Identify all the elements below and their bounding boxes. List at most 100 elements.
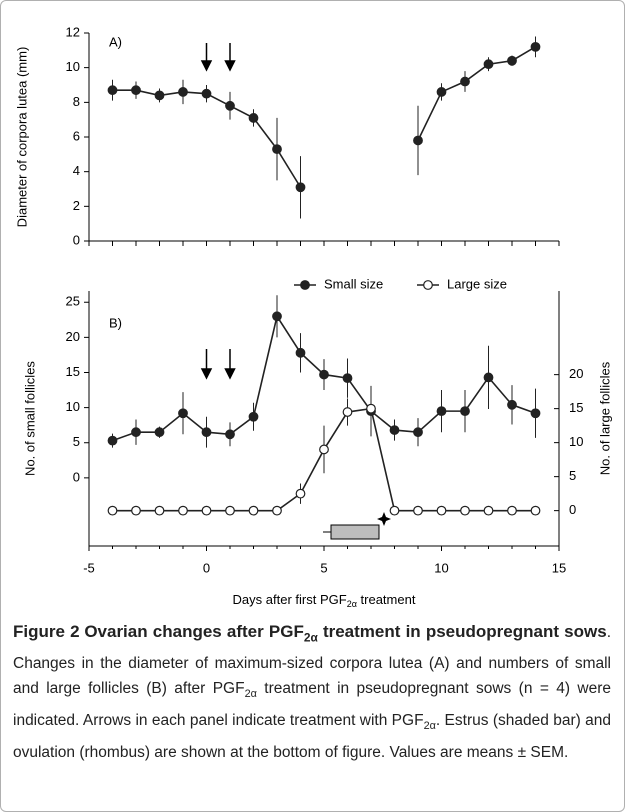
data-point [507,55,517,66]
data-point [248,505,259,516]
data-point [225,505,235,516]
y-tick-label: 15 [66,364,80,379]
data-point [295,182,306,193]
caption: Figure 2 Ovarian changes after PGF2α tre… [13,619,611,765]
y2-tick-label: 5 [569,468,576,483]
data-point [366,403,376,414]
series-line [112,46,536,188]
caption-title-part: treatment in pseudopregnant sows [317,622,607,641]
data-point [530,41,541,52]
data-point [107,505,118,516]
data-point [272,311,282,322]
panel-label: A) [109,34,122,49]
chart: Days after first PGF2α treatment 0 2 4 6 8 10… [14,24,612,609]
caption-title-part: Ovarian changes after PGF [84,622,304,641]
data-point [342,373,353,384]
data-point [413,427,423,438]
legend-label: Small size [324,276,383,291]
data-point [178,87,188,97]
data-point [436,87,447,97]
caption-sub: 2α [303,630,318,645]
y-tick-label: 12 [66,24,80,39]
data-point [389,505,400,516]
data-point [201,505,212,516]
caption-text: . Estrus (shaded bar) and ovulation (rho… [13,711,611,761]
y-tick-label: 10 [66,399,80,414]
data-point [483,59,494,70]
data-point [178,505,188,516]
data-point [507,399,517,410]
data-point [483,505,494,516]
x-tick-label: 5 [320,560,327,575]
data-point [460,76,470,87]
data-point [225,429,235,440]
data-point [272,505,282,516]
data-point [225,100,235,111]
data-point [154,505,165,516]
data-point [413,135,423,146]
y-axis-title: No. of small follicles [22,361,37,476]
y2-tick-label: 0 [569,502,576,517]
y-tick-label: 0 [73,232,80,247]
x-tick-label: 15 [552,560,566,575]
legend-marker [300,280,310,290]
data-point [248,113,259,123]
x-axis-title-sub: 2α [347,599,357,609]
data-point [201,88,212,99]
data-point [319,369,329,380]
y-tick-label: 6 [73,128,80,143]
caption-text: . Changes in the diameter of maximum-siz… [13,624,611,698]
data-point [436,406,447,417]
y-tick-label: 25 [66,294,80,309]
caption-sub: 2α [423,720,436,733]
y-tick-label: 20 [66,329,80,344]
caption-text: treatment in pseudopregnant sows (n = 4)… [13,680,611,729]
caption-label: Figure 2 [13,622,80,641]
y-axis-title: Diameter of corpora lutea (mm) [14,47,29,228]
y-tick-label: 8 [73,94,80,109]
y-tick-label: 2 [73,198,80,213]
y2-tick-label: 10 [569,434,583,449]
ovulation-rhombus [377,512,391,526]
data-point [154,90,165,101]
x-axis-title: Days after first PGF2α treatment [233,592,416,609]
data-point [107,435,118,446]
data-point [248,411,259,422]
data-point [295,488,306,499]
data-point [530,408,541,419]
data-point [507,505,517,516]
caption-title: Ovarian changes after PGF2α treatment in… [84,622,607,645]
data-point [272,144,282,155]
legend-label: Large size [447,276,507,291]
data-point [131,85,141,96]
data-point [131,505,141,516]
data-point [342,407,353,417]
y-tick-label: 0 [73,469,80,484]
x-tick-label: -5 [83,560,95,575]
x-tick-label: 0 [203,560,210,575]
legend-marker [423,280,433,290]
data-point [436,505,447,516]
data-point [107,85,118,96]
y-tick-label: 5 [73,434,80,449]
data-point [295,347,306,358]
data-point [389,425,400,435]
data-point [131,427,141,438]
y-tick-label: 10 [66,59,80,74]
x-tick-label: 10 [434,560,448,575]
treatment-arrows [200,43,236,380]
data-point [201,427,212,438]
panel-label: B) [109,315,122,330]
y2-tick-label: 20 [569,366,583,381]
y2-tick-label: 15 [569,400,583,415]
data-point [530,505,541,516]
data-point [154,427,165,438]
y-tick-label: 4 [73,163,80,178]
data-point [178,408,188,419]
y2-axis-title: No. of large follicles [597,361,612,475]
data-point [483,372,494,383]
estrus-bar [323,524,380,540]
caption-sub: 2α [244,688,257,701]
data-point [460,406,470,417]
